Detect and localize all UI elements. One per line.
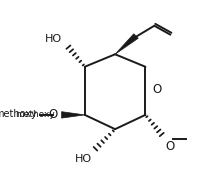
Text: HO: HO [44, 34, 62, 44]
Text: methoxy: methoxy [16, 110, 55, 119]
Text: HO: HO [75, 154, 92, 164]
Text: methoxy: methoxy [0, 109, 37, 119]
Text: O: O [152, 82, 162, 96]
Text: O: O [165, 140, 174, 153]
Polygon shape [115, 34, 138, 54]
Polygon shape [62, 112, 85, 118]
Text: O: O [49, 108, 58, 121]
